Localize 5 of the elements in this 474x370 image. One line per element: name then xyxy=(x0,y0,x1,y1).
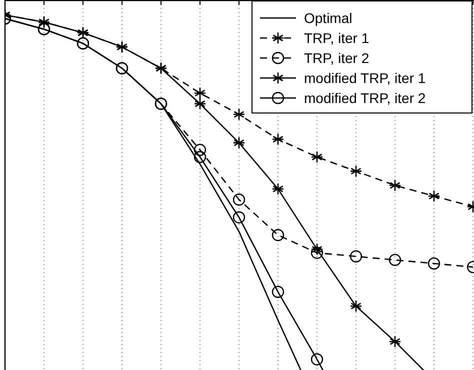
legend-label: Optimal xyxy=(304,10,352,26)
legend-label: TRP, iter 1 xyxy=(304,30,370,46)
legend-label: modified TRP, iter 2 xyxy=(304,90,426,106)
legend-label: TRP, iter 2 xyxy=(304,50,370,66)
legend-label: modified TRP, iter 1 xyxy=(304,70,426,86)
